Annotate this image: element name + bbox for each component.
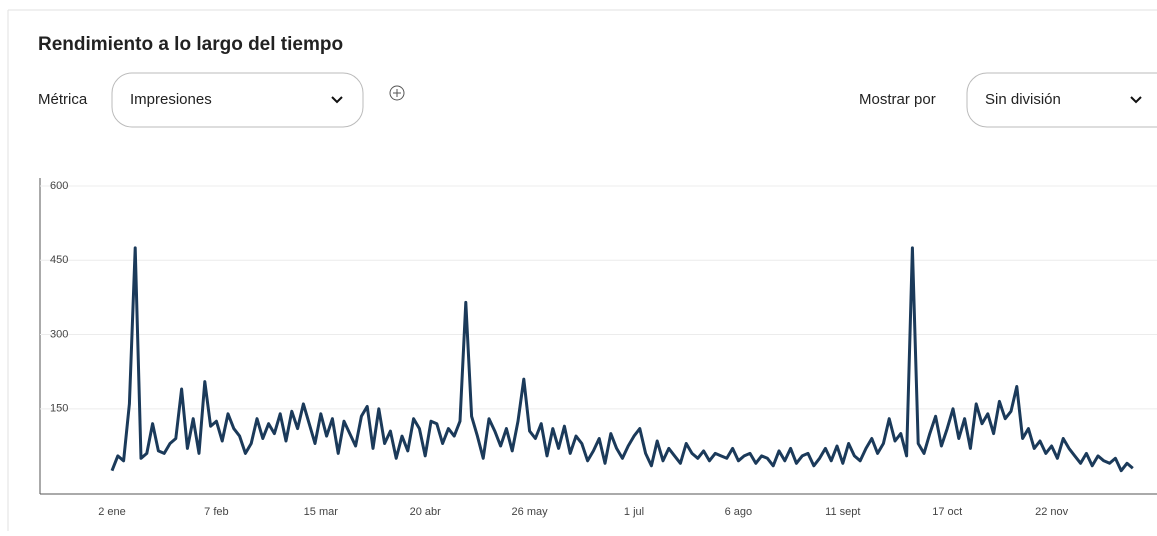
x-tick-label: 2 ene [98,506,126,518]
x-tick-label: 1 jul [624,506,644,518]
y-tick-label: 150 [50,403,68,415]
metric-value: Impresiones [130,91,212,108]
add-metric-button[interactable] [389,85,405,101]
x-tick-label: 6 ago [725,506,753,518]
x-tick-label: 7 feb [204,506,228,518]
x-tick-label: 20 abr [410,506,442,518]
metric-dropdown[interactable] [111,72,364,128]
plus-icon [393,89,401,97]
y-tick-label: 300 [50,328,68,340]
x-tick-label: 26 may [512,506,549,518]
split-value: Sin división [985,91,1061,108]
x-tick-label: 15 mar [304,506,339,518]
x-tick-label: 17 oct [932,506,962,518]
title: Rendimiento a lo largo del tiempo [38,34,343,55]
metric-label: Métrica [38,91,88,108]
y-tick-label: 600 [50,180,68,192]
split-label: Mostrar por [859,91,936,108]
chevron [1130,96,1142,104]
split-dropdown[interactable] [966,72,1157,128]
y-tick-label: 450 [50,254,68,266]
chevron [331,96,343,104]
x-tick-label: 22 nov [1035,506,1069,518]
line [110,246,1134,473]
x-tick-label: 11 sept [825,506,860,518]
